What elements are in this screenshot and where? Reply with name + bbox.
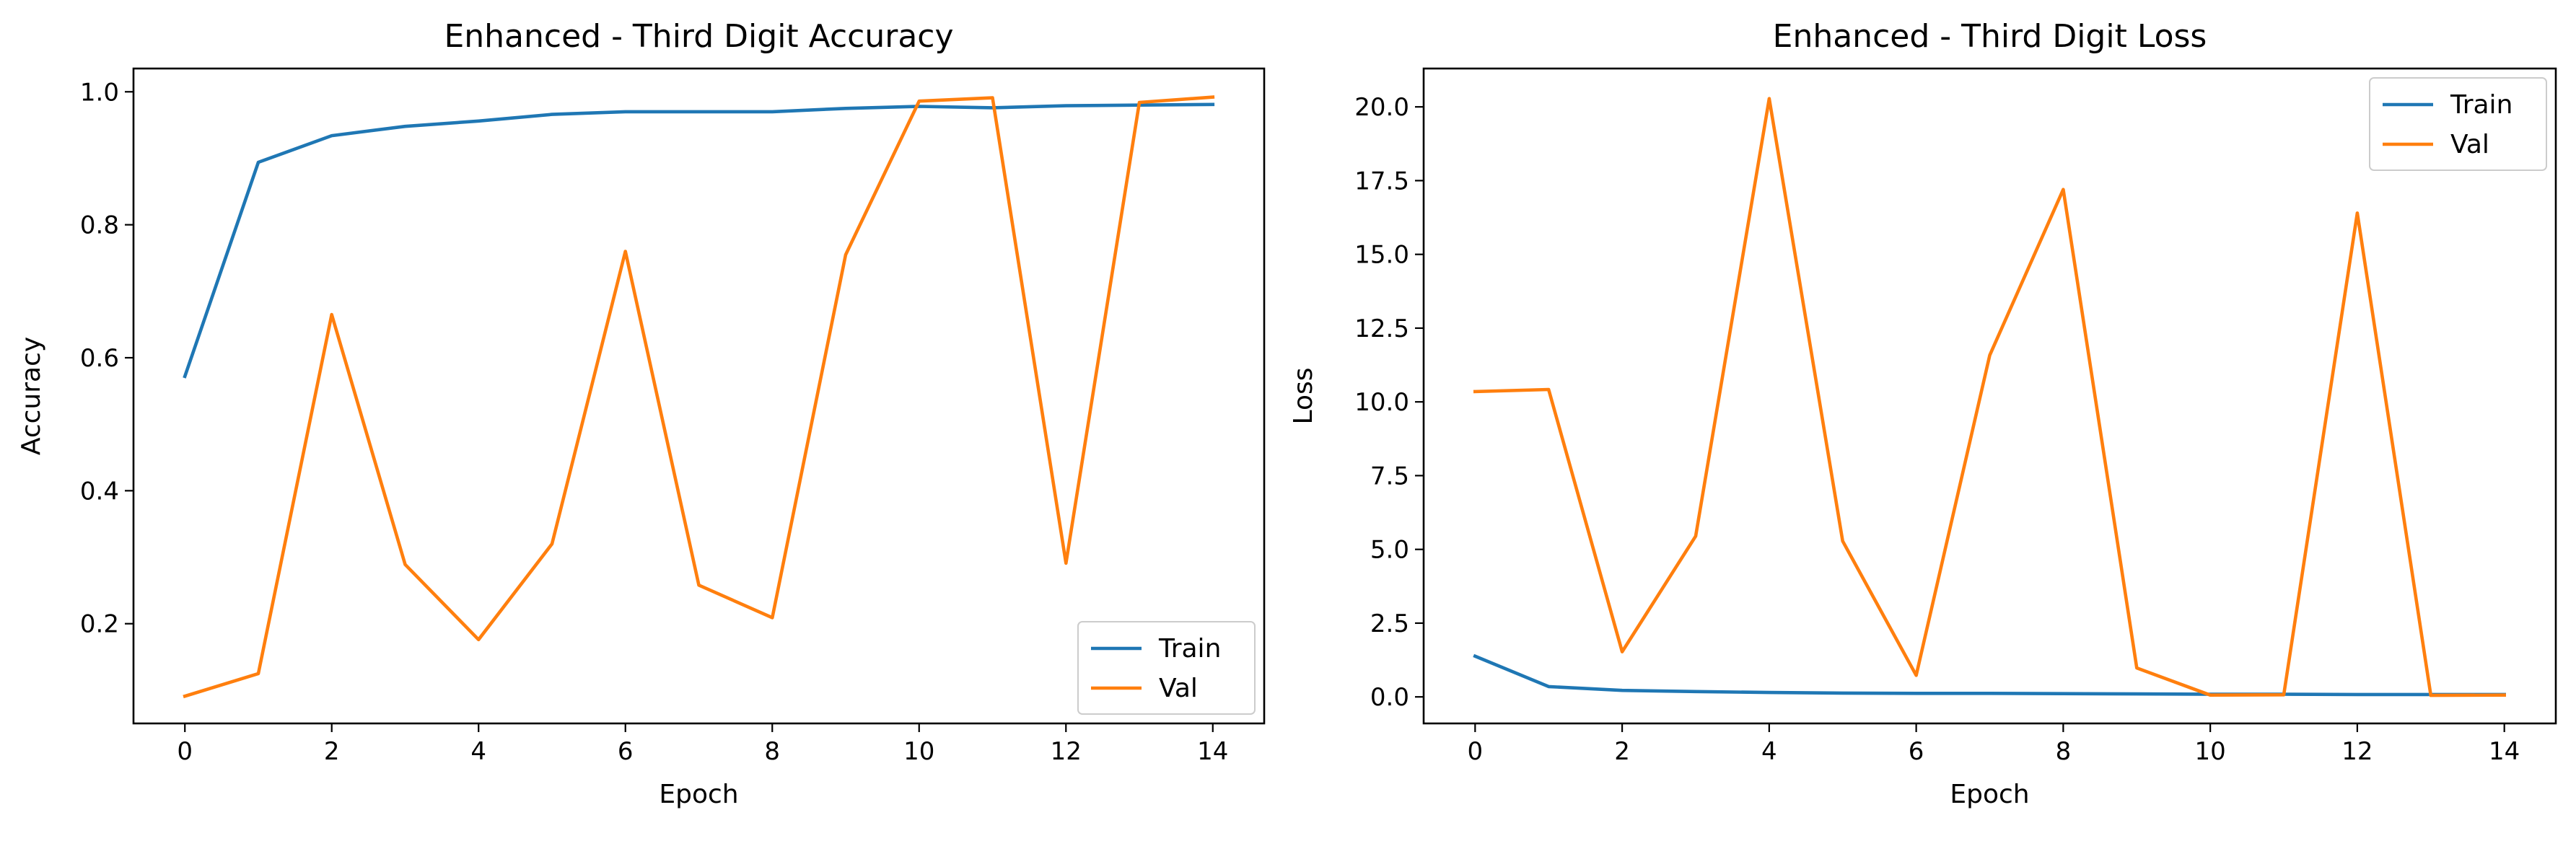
chart-2-y-tick-label: 2.5 [1370, 609, 1409, 638]
chart-1-x-axis-label: Epoch [659, 780, 738, 809]
chart-2-series-val-line [1473, 97, 2507, 697]
chart-2-x-tick-label: 8 [2056, 737, 2072, 766]
chart-1-y-tick-label: 0.8 [80, 211, 119, 240]
chart-1-x-tick-label: 2 [324, 737, 340, 766]
chart-1-x-tick-label: 14 [1197, 737, 1228, 766]
chart-1-y-tick-label: 0.6 [80, 344, 119, 373]
chart-1-legend [1077, 621, 1256, 715]
chart-2-y-axis-label: Loss [1289, 368, 1318, 425]
chart-2-legend [2369, 77, 2547, 171]
chart-1-x-tick-label: 0 [177, 737, 193, 766]
chart-2-y-tick-label: 15.0 [1354, 241, 1409, 270]
chart-2-y-tick-label: 12.5 [1354, 314, 1409, 343]
chart-2-x-tick-label: 6 [1909, 737, 1924, 766]
chart-1-series-train-line [183, 102, 1215, 379]
chart-2-x-tick-label: 4 [1761, 737, 1777, 766]
chart-2-legend-label-val: Val [2450, 130, 2489, 159]
chart-1-plot-frame [132, 67, 1266, 725]
chart-1-x-tick-label: 4 [470, 737, 486, 766]
chart-2-y-tick-label: 10.0 [1354, 388, 1409, 417]
chart-1-y-axis-label: Accuracy [17, 337, 46, 455]
chart-1-y-tick-label: 0.4 [80, 477, 119, 506]
chart-2-y-tick-label: 20.0 [1354, 93, 1409, 122]
chart-2-y-tick-label: 5.0 [1370, 536, 1409, 565]
chart-2-y-tick-label: 17.5 [1354, 167, 1409, 195]
chart-1-title: Enhanced - Third Digit Accuracy [444, 18, 953, 55]
chart-1-x-tick-label: 8 [764, 737, 780, 766]
chart-1-series-val-line [183, 95, 1215, 699]
chart-1-x-tick-label: 6 [618, 737, 634, 766]
chart-2-plot-frame [1422, 67, 2557, 725]
chart-2-x-tick-label: 0 [1467, 737, 1483, 766]
chart-2-legend-label-train: Train [2450, 90, 2513, 120]
chart-2-x-tick-label: 12 [2341, 737, 2373, 766]
chart-2-y-tick-label: 7.5 [1370, 462, 1409, 490]
chart-2-x-tick-label: 10 [2195, 737, 2226, 766]
chart-1-legend-label-val: Val [1159, 674, 1198, 703]
chart-2-x-tick-label: 2 [1614, 737, 1630, 766]
chart-2-title: Enhanced - Third Digit Loss [1773, 18, 2207, 55]
chart-1-y-tick-label: 1.0 [80, 78, 119, 107]
chart-2-x-axis-label: Epoch [1950, 780, 2029, 809]
chart-1-y-tick-label: 0.2 [80, 610, 119, 639]
chart-2-x-tick-label: 14 [2489, 737, 2520, 766]
chart-1-legend-label-train: Train [1158, 634, 1221, 664]
chart-2-series-train-line [1473, 653, 2506, 697]
chart-1-x-tick-label: 12 [1051, 737, 1082, 766]
chart-2-y-tick-label: 0.0 [1370, 683, 1409, 712]
chart-1-x-tick-label: 10 [903, 737, 934, 766]
